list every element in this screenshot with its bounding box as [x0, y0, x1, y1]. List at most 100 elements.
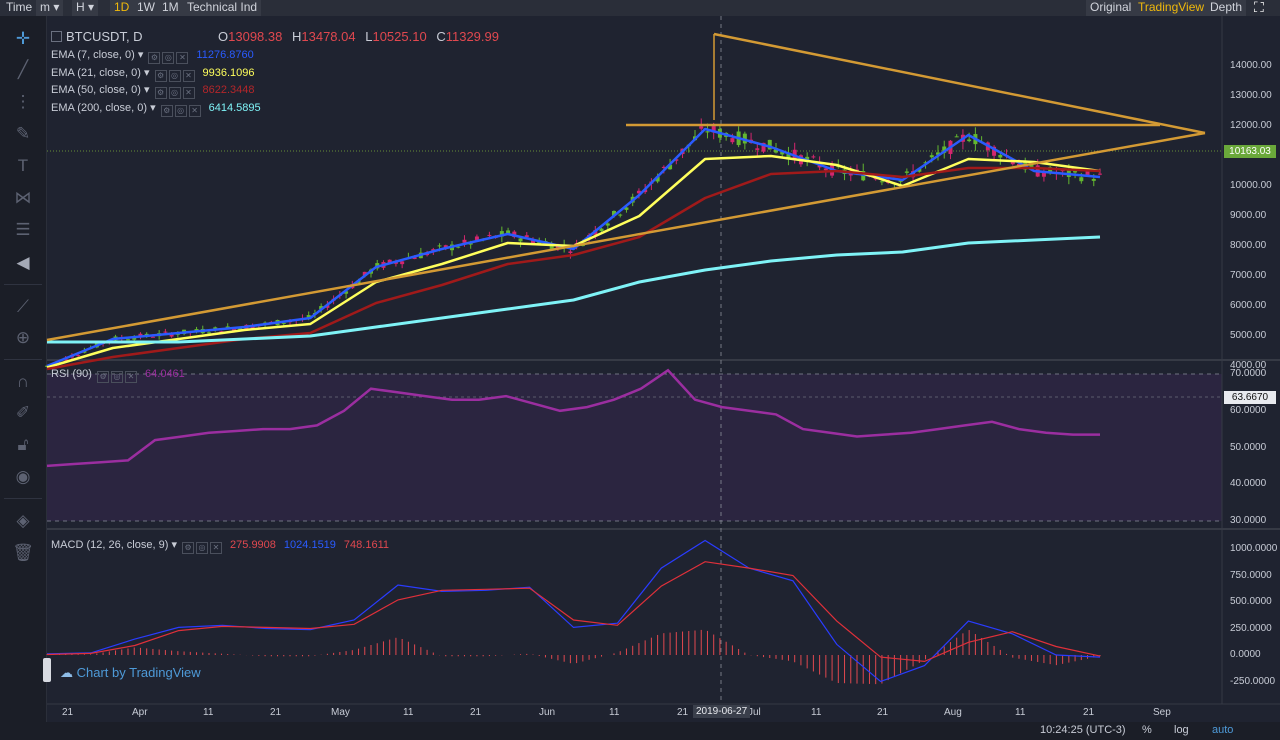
ema-line-3[interactable]	[47, 235, 1101, 344]
triangle-drawing[interactable]	[46, 32, 1206, 342]
unlock-icon[interactable]: 🔓︎	[17, 435, 29, 454]
pattern-icon[interactable]: ⋈	[14, 188, 32, 207]
ema21-legend[interactable]: EMA (21, close, 0) ▾ ⚙ ◎ ✕ 9936.1096	[51, 66, 255, 82]
close-icon[interactable]: ✕	[176, 52, 189, 64]
ema200-legend[interactable]: EMA (200, close, 0) ▾ ⚙ ◎ ✕ 6414.5895	[51, 101, 261, 117]
close-icon[interactable]: ✕	[210, 542, 223, 554]
text-icon[interactable]: T	[17, 156, 29, 175]
trash-icon[interactable]: 🗑︎	[12, 543, 34, 562]
rsi-tick-label: 30.0000	[1230, 515, 1267, 526]
chevron-down-icon[interactable]: ▾	[137, 49, 144, 61]
ruler-icon[interactable]: ⟋	[17, 297, 29, 316]
candle-body	[549, 244, 554, 249]
percent-toggle[interactable]: %	[1142, 724, 1152, 736]
back-arrow-icon[interactable]: ◀	[16, 253, 30, 272]
candle-body	[506, 230, 511, 235]
candle-body	[325, 305, 330, 308]
open-label: O	[218, 29, 229, 44]
triangle-lower-line[interactable]	[46, 131, 1206, 342]
close-icon[interactable]: ✕	[182, 70, 195, 82]
hour-dropdown[interactable]: H ▾	[72, 0, 99, 16]
close-icon[interactable]: ✕	[188, 105, 201, 117]
candle-body	[213, 327, 218, 329]
chevron-down-icon[interactable]: ▾	[150, 102, 156, 114]
legend-name: RSI (90)	[51, 368, 92, 380]
depth-button[interactable]: Depth	[1206, 0, 1247, 16]
candle-body	[231, 327, 236, 331]
chevron-down-icon[interactable]: ▾	[143, 67, 150, 79]
price-pane	[47, 16, 1222, 360]
legend-value: 6414.5895	[208, 102, 261, 114]
hour-dropdown-label: H	[76, 0, 85, 14]
hide-icon[interactable]: ◎	[162, 52, 175, 64]
rsi-cursor-tag: 63.6670	[1224, 391, 1276, 404]
legend-value: 9936.1096	[202, 67, 255, 79]
candle-body	[306, 315, 311, 319]
macd-line[interactable]	[46, 539, 1101, 683]
settings-icon[interactable]: ⚙	[97, 371, 110, 383]
zoom-icon[interactable]: ⊕	[15, 328, 31, 347]
candle-body	[76, 354, 81, 356]
chevron-down-icon[interactable]: ▾	[171, 539, 177, 551]
ema50-legend[interactable]: EMA (50, close, 0) ▾ ⚙ ◎ ✕ 8622.3448	[51, 83, 255, 99]
time-tick-label: 11	[811, 707, 822, 718]
close-icon[interactable]: ✕	[125, 371, 138, 383]
settings-icon[interactable]: ⚙	[154, 87, 167, 99]
hide-icon[interactable]: ◎	[168, 70, 181, 82]
hide-icon[interactable]: ◎	[174, 105, 187, 117]
interval-1w-button[interactable]: 1W	[133, 0, 159, 16]
technical-indicators-button[interactable]: Technical Ind	[183, 0, 262, 16]
original-view-button[interactable]: Original	[1086, 0, 1136, 16]
ema-line-0[interactable]	[46, 127, 1101, 368]
legend-value: 11276.8760	[196, 49, 254, 61]
price-tick-label: 10000.00	[1230, 180, 1272, 191]
fib-icon[interactable]: ⋮	[14, 92, 32, 111]
minute-dropdown[interactable]: m ▾	[36, 0, 64, 16]
fullscreen-icon[interactable]: ⛶	[1254, 0, 1264, 15]
hide-icon[interactable]: ◎	[111, 371, 124, 383]
eye-icon[interactable]: ◉	[15, 467, 31, 486]
collapse-legend-icon[interactable]	[51, 31, 62, 42]
ema7-legend[interactable]: EMA (7, close, 0) ▾ ⚙ ◎ ✕ 11276.8760	[51, 48, 254, 64]
drag-handle[interactable]	[43, 658, 51, 682]
interval-1d-button[interactable]: 1D	[110, 0, 134, 16]
interval-1m-button[interactable]: 1M	[158, 0, 183, 16]
candle-body	[319, 306, 324, 310]
price-tick-label: 13000.00	[1230, 90, 1272, 101]
triangle-upper-line[interactable]	[713, 32, 1206, 135]
magnet-icon[interactable]: ∩	[16, 372, 30, 391]
settings-icon[interactable]: ⚙	[160, 105, 173, 117]
hide-icon[interactable]: ◎	[168, 87, 181, 99]
symbol-label: BTCUSDT, D	[66, 29, 143, 44]
chevron-down-icon[interactable]: ▾	[143, 84, 150, 96]
watermark[interactable]: ☁ Chart by TradingView	[60, 665, 201, 681]
crosshair-icon[interactable]: ✛	[15, 29, 31, 48]
measure-icon[interactable]: ☰	[15, 220, 31, 239]
candle-body	[936, 152, 940, 155]
symbol-legend[interactable]: BTCUSDT, D	[51, 29, 143, 44]
rsi-legend[interactable]: RSI (90) ⚙ ◎ ✕ 64.0461	[51, 367, 185, 383]
auto-toggle[interactable]: auto	[1212, 724, 1234, 736]
macd-legend[interactable]: MACD (12, 26, close, 9) ▾ ⚙ ◎ ✕ 275.9908 102…	[51, 538, 389, 554]
hide-icon[interactable]: ◎	[196, 542, 209, 554]
settings-icon[interactable]: ⚙	[148, 52, 161, 64]
macd-signal-line[interactable]	[46, 561, 1101, 663]
low-value: 10525.10	[372, 29, 427, 44]
price-tick-label: 9000.00	[1230, 210, 1267, 221]
settings-icon[interactable]: ⚙	[154, 70, 167, 82]
close-value: 11329.99	[445, 29, 499, 44]
rsi-line[interactable]	[46, 368, 1100, 468]
ema-line-2[interactable]	[46, 166, 1101, 371]
layers-icon[interactable]: ◈	[16, 511, 30, 530]
candle-body	[917, 168, 922, 172]
close-label: C	[436, 29, 446, 44]
log-toggle[interactable]: log	[1174, 724, 1189, 736]
trendline-icon[interactable]: ╱	[17, 60, 29, 79]
brush-icon[interactable]: ✎	[15, 124, 31, 143]
candle-body	[774, 147, 778, 153]
tradingview-button[interactable]: TradingView	[1134, 0, 1209, 16]
lock-drawing-icon[interactable]: ✐	[15, 403, 31, 422]
close-icon[interactable]: ✕	[182, 87, 195, 99]
settings-icon[interactable]: ⚙	[182, 542, 195, 554]
